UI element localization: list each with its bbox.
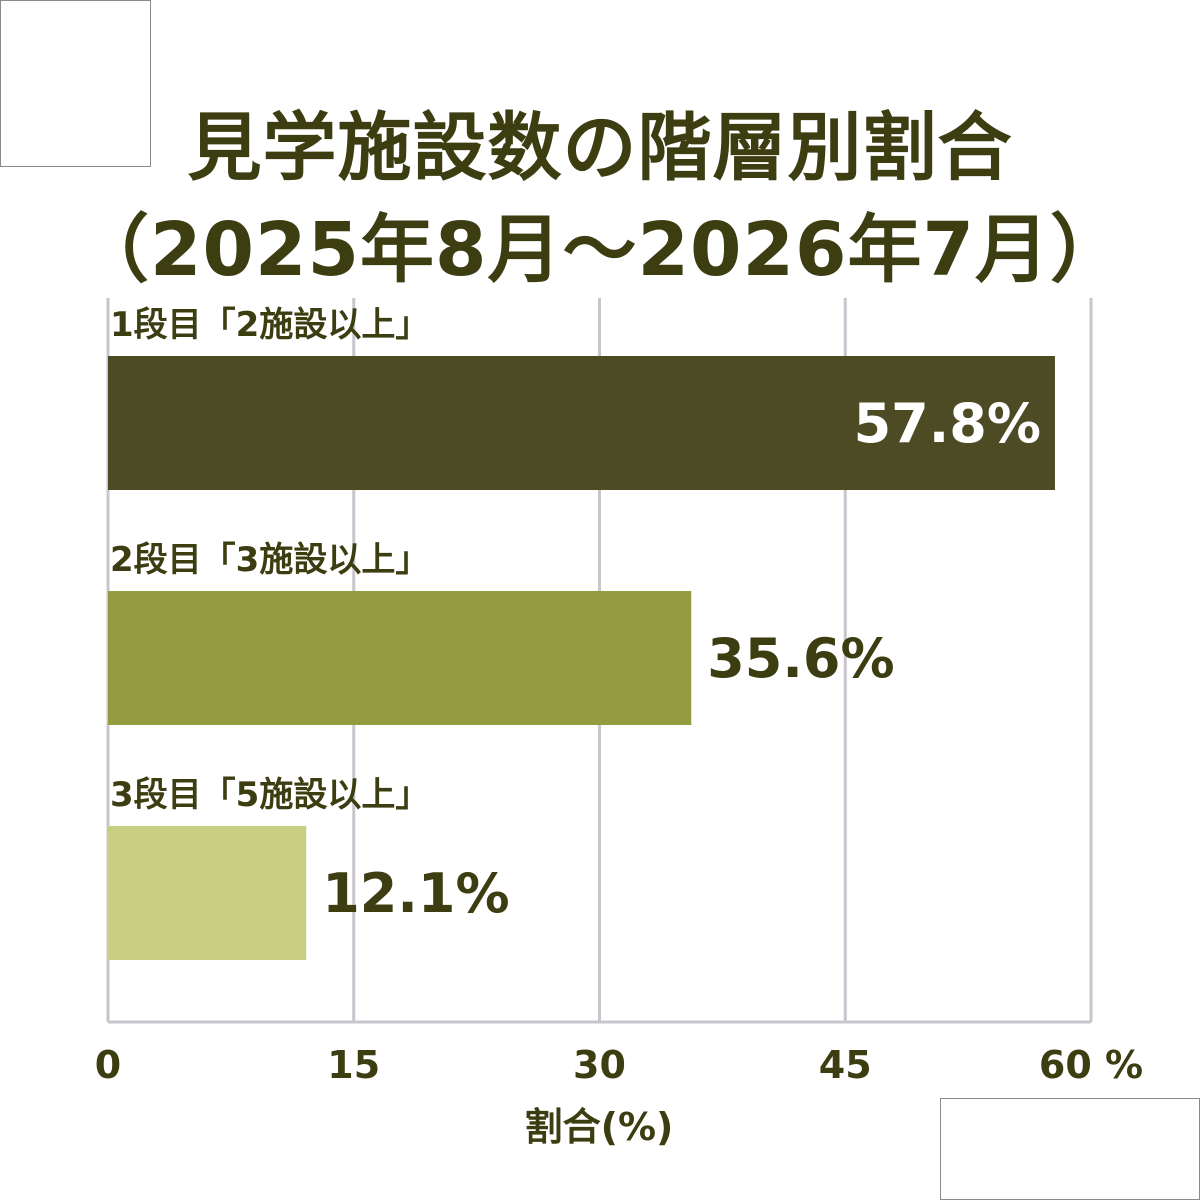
top-left-blank-box — [0, 0, 151, 167]
x-tick-label: 15 — [327, 1043, 380, 1087]
x-axis-title: 割合(%) — [525, 1105, 674, 1149]
bar — [108, 591, 692, 725]
chart-title: 見学施設数の階層別割合 — [187, 105, 1013, 191]
data-label: 57.8% — [854, 392, 1041, 455]
bar — [108, 356, 1055, 490]
bars-layer — [108, 356, 1055, 960]
data-label: 12.1% — [322, 862, 509, 925]
data-label: 35.6% — [707, 627, 894, 690]
x-tick-label: 0 — [95, 1043, 121, 1087]
x-tick-label: 45 — [819, 1043, 872, 1087]
bottom-right-blank-box — [940, 1098, 1200, 1200]
category-label: 2段目「3施設以上」 — [110, 540, 429, 580]
bar — [108, 826, 307, 960]
category-label: 3段目「5施設以上」 — [110, 775, 429, 815]
labels-layer: 0 15 30 45 60 % 割合(%) 1段目「2施設以上」 57.8% 2段目「3施設以上… — [95, 305, 1143, 1149]
chart-subtitle: （2025年8月～2026年7月） — [75, 207, 1125, 293]
x-tick-label: 60 % — [1039, 1043, 1143, 1087]
x-tick-label: 30 — [573, 1043, 626, 1087]
category-label: 1段目「2施設以上」 — [110, 305, 429, 345]
